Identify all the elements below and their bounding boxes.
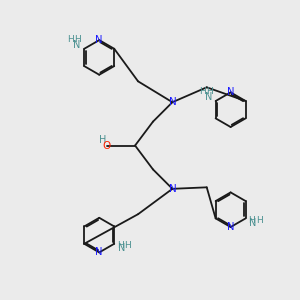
Text: H: H — [75, 35, 81, 44]
Text: N: N — [249, 218, 256, 228]
Text: H: H — [256, 216, 262, 225]
Text: H: H — [199, 87, 206, 96]
Text: H: H — [98, 135, 106, 146]
Text: N: N — [205, 92, 212, 102]
Text: N: N — [169, 97, 176, 107]
Text: N: N — [169, 184, 176, 194]
Text: N: N — [118, 243, 125, 253]
Text: O: O — [103, 141, 111, 151]
Text: H: H — [206, 87, 213, 96]
Text: N: N — [227, 222, 234, 232]
Text: N: N — [95, 248, 103, 257]
Text: N: N — [227, 87, 234, 98]
Text: N: N — [73, 40, 81, 50]
Text: H: H — [68, 35, 74, 44]
Text: N: N — [95, 35, 103, 45]
Text: H: H — [124, 242, 131, 250]
Text: H: H — [117, 242, 124, 250]
Text: H: H — [248, 216, 255, 225]
